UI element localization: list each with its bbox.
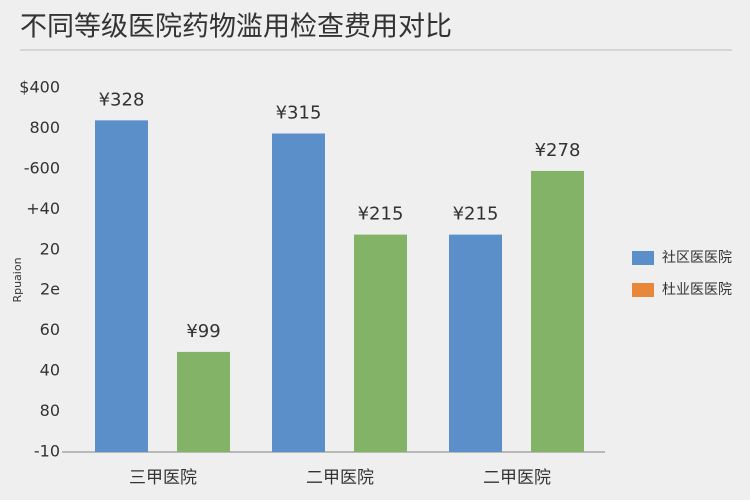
y-axis-label: Rpuaion — [11, 257, 24, 302]
bar — [449, 234, 502, 452]
data-label: ¥278 — [535, 140, 581, 161]
legend-swatch — [632, 251, 654, 265]
data-label: ¥328 — [99, 89, 145, 110]
y-tick-label: 60 — [40, 320, 60, 339]
data-label: ¥215 — [358, 204, 404, 225]
y-tick-label: 40 — [40, 361, 60, 380]
y-tick-label: +40 — [26, 199, 60, 218]
data-label: ¥215 — [453, 204, 499, 225]
y-tick-label: 800 — [29, 118, 60, 137]
y-tick-label: -600 — [24, 158, 60, 177]
bar — [95, 120, 148, 452]
chart-title: 不同等级医院药物滥用检查费用对比 — [20, 12, 452, 43]
bar — [531, 170, 584, 452]
legend-label: 杜业医医院 — [662, 282, 732, 298]
legend-swatch — [632, 283, 654, 297]
data-label: ¥99 — [186, 321, 220, 342]
y-tick-label: 20 — [40, 239, 60, 258]
y-tick-label: $400 — [19, 78, 60, 97]
y-tick-label: -10 — [34, 442, 60, 461]
y-tick-label: 2e — [40, 280, 60, 299]
bar — [272, 133, 325, 452]
bar — [177, 351, 230, 452]
data-label: ¥315 — [276, 103, 322, 124]
y-tick-label: 80 — [40, 401, 60, 420]
x-tick-label: 二甲医院 — [483, 468, 551, 488]
x-tick-label: 二甲医院 — [306, 468, 374, 488]
bar — [354, 234, 407, 452]
x-tick-label: 三甲医院 — [129, 468, 197, 488]
legend-label: 社区医医院 — [662, 250, 732, 266]
